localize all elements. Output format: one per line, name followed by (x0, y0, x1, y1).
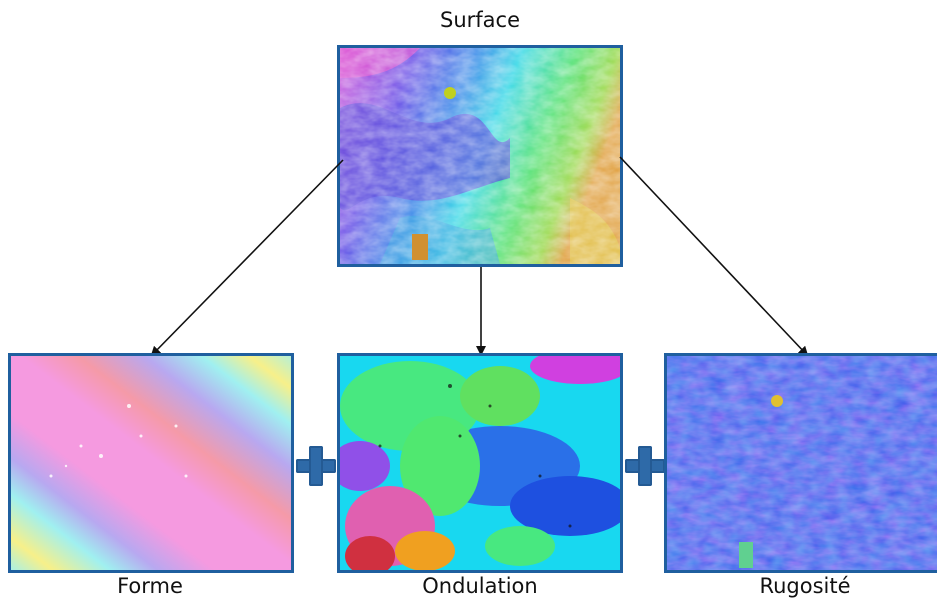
surface-label: Surface (439, 8, 520, 32)
forme-heightmap-image (11, 356, 291, 570)
plus-sign-1 (296, 446, 336, 486)
forme-panel (8, 353, 294, 573)
ondulation-label: Ondulation (422, 574, 538, 598)
surface-heightmap-image (340, 48, 620, 264)
plus-sign-2 (625, 446, 665, 486)
surface-panel (337, 45, 623, 267)
arrow-to-forme (150, 159, 344, 357)
ondulation-panel (337, 353, 623, 573)
rugosite-label: Rugosité (759, 574, 851, 598)
forme-label: Forme (117, 574, 183, 598)
rugosite-panel (664, 353, 937, 573)
ondulation-heightmap-image (340, 356, 620, 570)
rugosite-heightmap-image (667, 356, 937, 570)
arrow-to-rugosite (619, 156, 809, 357)
